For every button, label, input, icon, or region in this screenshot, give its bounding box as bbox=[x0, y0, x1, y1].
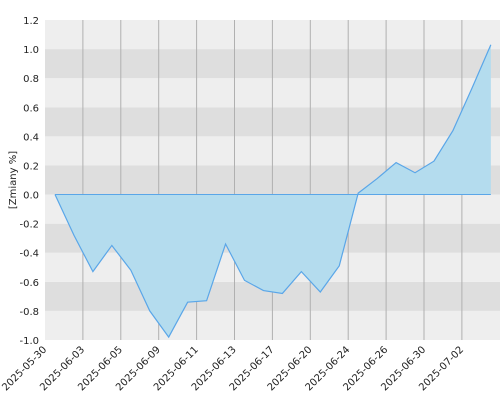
y-tick-label: 0.6 bbox=[23, 103, 39, 114]
line bbox=[54, 44, 492, 339]
y-tick-label: -0.8 bbox=[19, 307, 39, 318]
y-axis-label: [Zmiany %] bbox=[8, 151, 19, 209]
y-tick-label: 1.0 bbox=[23, 45, 39, 56]
y-tick-label: -1.0 bbox=[19, 336, 39, 347]
y-tick-label: 0.8 bbox=[23, 74, 39, 85]
area bbox=[55, 44, 491, 338]
y-tick-label: 0.4 bbox=[23, 132, 39, 143]
y-tick-label: 0.0 bbox=[23, 191, 39, 202]
y-tick-label: 0.2 bbox=[23, 161, 39, 172]
y-tick-label: -0.2 bbox=[19, 220, 39, 231]
y-tick-label: 1.2 bbox=[23, 16, 39, 27]
y-tick-label: -0.4 bbox=[19, 249, 39, 260]
y-tick-label: -0.6 bbox=[19, 278, 39, 289]
